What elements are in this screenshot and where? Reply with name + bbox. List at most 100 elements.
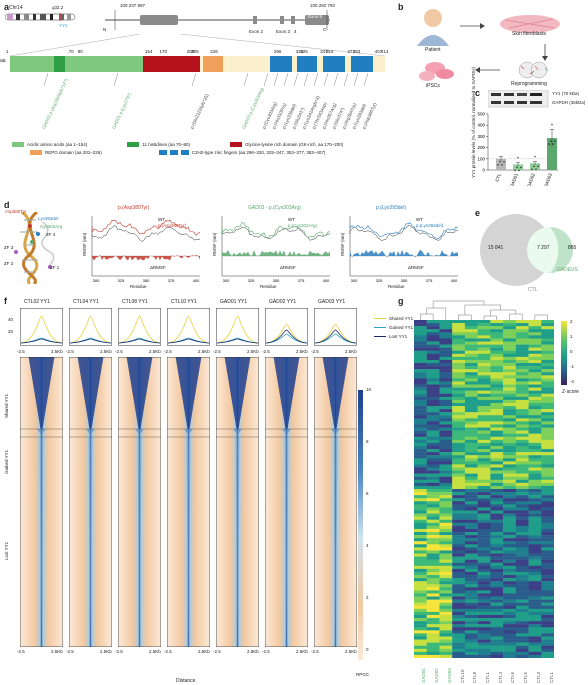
- chip-colorbar: [358, 390, 363, 660]
- rpgc-tick: 2: [366, 595, 369, 600]
- aa-position-414: 414: [381, 49, 389, 54]
- heatmap-x-left: -2.5: [262, 649, 270, 654]
- aa-position-226: 226: [210, 49, 218, 54]
- profile-x-left: -2.5: [213, 349, 221, 354]
- blot-gapdh-label: GAPDH (36kDa): [552, 100, 586, 105]
- profile-title: GAD01 YY1: [220, 299, 248, 305]
- venn-gadevs-count: 865: [568, 245, 577, 251]
- zf-label-2: ZF 2: [4, 261, 14, 266]
- strand-c: C: [323, 27, 327, 32]
- profile-title: CTL10 YY1: [171, 299, 197, 305]
- rmsf-xlabel: Residue: [260, 284, 277, 289]
- profile-x-right: 2.5Kb: [100, 349, 112, 354]
- bar-ytick: 500: [477, 112, 485, 117]
- yy1-protein-bar-chart: 0 100 200 300 400 500 CTL GAD01 * GAD02 * GAD03 *: [477, 112, 558, 186]
- coord-start: 100 237 997: [120, 3, 146, 8]
- panel-e-letter: e: [475, 208, 481, 218]
- profile-plot: [216, 308, 259, 346]
- heatmap-column-label: CTL5: [523, 671, 529, 683]
- profile-ytick-20: 20: [8, 329, 14, 334]
- profile-plot: [314, 308, 357, 346]
- zf-label-3: ZF 3: [4, 245, 14, 250]
- aa-position-80: 80: [77, 49, 83, 54]
- aa-position-347: 347: [320, 49, 328, 54]
- chip-heatmap: [20, 357, 63, 647]
- panel-b-letter: b: [398, 2, 404, 12]
- chip-heatmap: [265, 357, 308, 647]
- chip-heatmap: [118, 357, 161, 647]
- legend-acidic: Acidic amino acids (aa 1–154): [12, 142, 87, 147]
- expression-heatmap: [414, 320, 554, 658]
- exon-3-label: Exon 3: [276, 29, 291, 34]
- patient-label: Patient: [425, 47, 441, 53]
- profile-x-right: 2.5Kb: [247, 349, 259, 354]
- profile-title: CTL02 YY1: [24, 299, 50, 305]
- heatmap-column-label: CTL1: [548, 671, 554, 683]
- rmsf-xlabel: Residue: [388, 284, 405, 289]
- significance-asterisk: *: [551, 124, 553, 130]
- heatmap-column-label: CTL1: [485, 671, 490, 683]
- rmsf-ylabel: RMSF (nm): [82, 232, 87, 256]
- profile-x-right: 2.5Kb: [296, 349, 308, 354]
- rmsf-xtick: 300: [93, 278, 100, 283]
- rmsf-delta-label: ΔRMSF: [150, 265, 166, 270]
- exon-5-label: Exon 5: [308, 14, 323, 19]
- legend-shared: Shared YY1: [374, 316, 413, 321]
- profile-x-left: -2.5: [17, 349, 25, 354]
- rmsf-legend-mut: p.(Asp380Tyr): [158, 223, 187, 228]
- heatmap-column-label: GAD03: [446, 668, 452, 683]
- profile-legend: Shared YY1 Gained YY1 Lost YY1: [374, 316, 413, 339]
- venn-ctl-label: CTL: [528, 287, 538, 293]
- variant-lines: [43, 72, 369, 87]
- heatmap-x-right: 2.5Kb: [247, 649, 259, 654]
- rpgc-tick: 4: [366, 543, 369, 548]
- chip-heatmap: [216, 357, 259, 647]
- profile-x-right: 2.5Kb: [149, 349, 161, 354]
- aa-position-377: 377: [347, 49, 355, 54]
- rmsf-delta-label: ΔRMSF: [280, 265, 296, 270]
- aa-position-200: 200: [186, 49, 195, 54]
- heatmap-x-left: -2.5: [17, 649, 25, 654]
- chip-heatmap: [69, 357, 112, 647]
- aa-position-296: 296: [273, 49, 282, 54]
- bar-category-label: GAD02: [526, 172, 536, 186]
- aa-position-325: 325: [300, 49, 308, 54]
- profile-x-left: -2.5: [311, 349, 319, 354]
- heatmap-x-left: -2.5: [164, 649, 172, 654]
- profile-plot: [118, 308, 161, 346]
- bar-ytick: 100: [477, 156, 485, 161]
- band-label: q32.2: [52, 5, 64, 10]
- aa-position-320: 320: [295, 49, 304, 54]
- aa-position-154: 154: [144, 49, 153, 54]
- exon-2-label: Exon 2: [249, 29, 264, 34]
- strand-n: N: [103, 27, 107, 32]
- legend-histidines: 11 histidines (aa 70–80): [127, 142, 190, 147]
- significance-asterisk: *: [517, 157, 519, 163]
- zscore-tick: -2: [570, 379, 575, 384]
- legend-gk-rich: Glycine-lysine rich domain (GK-rich, aa …: [230, 142, 343, 147]
- rmsf-xtick: 400: [451, 278, 458, 283]
- profile-x-left: -2.5: [262, 349, 270, 354]
- heatmap-x-right: 2.5Kb: [51, 649, 63, 654]
- zscore-colorbar: [561, 321, 567, 385]
- rmsf-ylabel: RMSF (nm): [340, 232, 345, 256]
- bar-CTL: [496, 158, 506, 170]
- rmsf-plot-title: p.(Lys393del): [376, 205, 407, 211]
- zscore-tick: 0: [570, 349, 573, 354]
- rmsf-xtick: 325: [248, 278, 255, 283]
- bar-ytick: 0: [482, 168, 485, 173]
- rmsf-delta-label: ΔRMSF: [408, 265, 424, 270]
- profile-title: GAD03 YY1: [318, 299, 346, 305]
- rmsf-legend-mut: p.(Lys393del): [416, 223, 444, 228]
- rmsf-plot-title: GAD03 - p.(Cys303Arg): [248, 205, 302, 211]
- exon-1-label: Exon 1: [152, 10, 167, 15]
- venn-overlap-count: 7 297: [537, 245, 550, 251]
- rmsf-plot-title: p.(Asp380Tyr): [118, 205, 150, 211]
- bar-chart-ylabel: YY1 protein levels (% of control, normal…: [471, 66, 476, 178]
- heatmap-x-left: -2.5: [115, 649, 123, 654]
- zscore-tick: -1: [570, 364, 575, 369]
- rmsf-plot: 300 325 350 375 400: [91, 216, 201, 283]
- heatmap-x-right: 2.5Kb: [296, 649, 308, 654]
- legend-lost: Lost YY1: [374, 334, 413, 339]
- profile-title: CTL08 YY1: [122, 299, 148, 305]
